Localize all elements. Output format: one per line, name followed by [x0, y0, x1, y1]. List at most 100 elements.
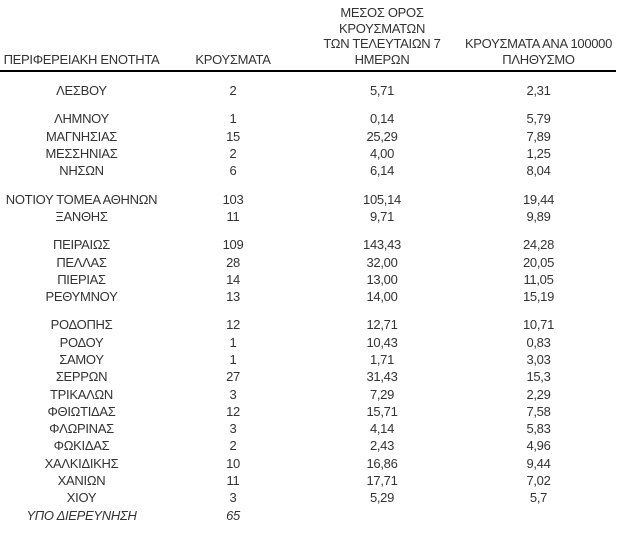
- table-row: ΡΟΔΟΥ 1 10,43 0,83: [0, 334, 616, 351]
- avg7-cell: 13,00: [366, 271, 398, 287]
- region-name-cell: ΧΑΛΚΙΔΙΚΗΣ: [44, 455, 119, 471]
- table-group: ΡΟΔΟΠΗΣ 12 12,71 10,71 ΡΟΔΟΥ 1 10,43 0,83 ΣΑΜΟΥ 1…: [0, 316, 616, 524]
- avg7-cell: 7,29: [369, 386, 395, 402]
- header-region-column: ΠΕΡΙΦΕΡΕΙΑΚΗ ΕΝΟΤΗΤΑ: [0, 52, 163, 68]
- cases-cell: 12: [226, 403, 240, 419]
- cases-cell: 109: [222, 237, 244, 253]
- region-name-cell: ΦΘΙΩΤΙΔΑΣ: [47, 403, 116, 419]
- cases-cell: 27: [226, 369, 240, 385]
- per100k-cell: 5,83: [526, 421, 551, 437]
- avg7-cell: 4,14: [369, 421, 395, 437]
- region-name-cell: ΦΩΚΙΔΑΣ: [53, 438, 110, 454]
- table-row: ΞΑΝΘΗΣ 11 9,71 9,89: [0, 208, 616, 225]
- avg7-cell: 5,29: [369, 490, 395, 506]
- per100k-cell: 15,3: [526, 369, 551, 385]
- cases-cell: 2: [229, 438, 237, 454]
- report-table: ΠΕΡΙΦΕΡΕΙΑΚΗ ΕΝΟΤΗΤΑ ΚΡΟΥΣΜΑΤΑ ΜΕΣΟΣ ΟΡΟ…: [0, 0, 616, 524]
- cases-cell: 10: [226, 455, 240, 471]
- table-group: ΛΗΜΝΟΥ 1 0,14 5,79 ΜΑΓΝΗΣΙΑΣ 15 25,29 7,89 ΜΕΣΣΗ…: [0, 110, 616, 179]
- region-name-cell: ΛΕΣΒΟΥ: [56, 83, 107, 99]
- region-name-cell: ΡΟΔΟΠΗΣ: [50, 317, 113, 333]
- header-per100k-line2: ΠΛΗΘΥΣΜΟ: [502, 51, 575, 67]
- table-row: ΧΑΛΚΙΔΙΚΗΣ 10 16,86 9,44: [0, 455, 616, 472]
- region-name-cell: ΜΕΣΣΗΝΙΑΣ: [45, 146, 118, 162]
- header-per100k-line1: ΚΡΟΥΣΜΑΤΑ ΑΝΑ 100000: [464, 36, 613, 51]
- table-row: ΦΩΚΙΔΑΣ 2 2,43 4,96: [0, 437, 616, 454]
- table-row: ΣΕΡΡΩΝ 27 31,43 15,3: [0, 368, 616, 385]
- per100k-cell: 5,79: [526, 111, 551, 127]
- region-name-cell: ΛΗΜΝΟΥ: [54, 111, 109, 127]
- table-row: ΡΕΘΥΜΝΟΥ 13 14,00 15,19: [0, 288, 616, 305]
- per100k-cell: 3,03: [526, 352, 551, 367]
- header-cases-column: ΚΡΟΥΣΜΑΤΑ: [163, 52, 303, 68]
- avg7-cell: 6,14: [369, 163, 395, 179]
- region-name-cell: ΦΛΩΡΙΝΑΣ: [49, 421, 114, 437]
- avg7-cell: 9,71: [369, 208, 395, 224]
- region-name-cell: ΡΟΔΟΥ: [59, 334, 104, 350]
- header-avg7-line2: ΤΩΝ ΤΕΛΕΥΤΑΙΩΝ 7: [323, 36, 441, 51]
- table-row: ΠΕΙΡΑΙΩΣ 109 143,43 24,28: [0, 236, 616, 253]
- avg7-cell: 14,00: [366, 289, 398, 305]
- table-row: ΥΠΟ ΔΙΕΡΕΥΝΗΣΗ 65: [0, 507, 616, 524]
- per100k-cell: 15,19: [522, 289, 555, 305]
- header-region-label: ΠΕΡΙΦΕΡΕΙΑΚΗ ΕΝΟΤΗΤΑ: [3, 51, 160, 67]
- region-name-cell: ΣΕΡΡΩΝ: [55, 369, 108, 385]
- cases-cell: 3: [229, 490, 237, 506]
- avg7-cell: 1,71: [369, 352, 395, 367]
- avg7-cell: 16,86: [366, 455, 398, 471]
- region-name-cell: ΜΑΓΝΗΣΙΑΣ: [45, 128, 118, 144]
- table-row: ΠΕΛΛΑΣ 28 32,00 20,05: [0, 253, 616, 270]
- avg7-cell: 31,43: [366, 369, 398, 385]
- header-avg7-column: ΜΕΣΟΣ ΟΡΟΣ ΚΡΟΥΣΜΑΤΩΝ ΤΩΝ ΤΕΛΕΥΤΑΙΩΝ 7 Η…: [303, 5, 461, 67]
- region-name-cell: ΠΕΙΡΑΙΩΣ: [52, 237, 110, 253]
- avg7-cell: 143,43: [363, 237, 401, 253]
- header-per100k-column: ΚΡΟΥΣΜΑΤΑ ΑΝΑ 100000 ΠΛΗΘΥΣΜΟ: [461, 36, 616, 67]
- region-name-cell: ΠΕΛΛΑΣ: [56, 254, 107, 270]
- per100k-cell: 7,02: [526, 473, 551, 489]
- cases-cell: 15: [226, 128, 240, 144]
- cases-cell: 3: [229, 386, 237, 402]
- table-row: ΝΟΤΙΟΥ ΤΟΜΕΑ ΑΘΗΝΩΝ 103 105,14 19,44: [0, 190, 616, 207]
- per100k-cell: 2,31: [526, 83, 551, 99]
- per100k-cell: 10,71: [522, 317, 555, 333]
- per100k-cell: 2,29: [526, 386, 551, 402]
- table-group: ΛΕΣΒΟΥ 2 5,71 2,31: [0, 82, 616, 99]
- per100k-cell: 9,44: [526, 455, 551, 471]
- avg7-cell: 32,00: [366, 254, 398, 270]
- cases-cell: 11: [226, 473, 240, 489]
- cases-cell: 12: [226, 317, 240, 333]
- avg7-cell: 105,14: [363, 191, 401, 207]
- table-row: ΤΡΙΚΑΛΩΝ 3 7,29 2,29: [0, 385, 616, 402]
- table-row: ΛΕΣΒΟΥ 2 5,71 2,31: [0, 82, 616, 99]
- cases-cell: 3: [229, 421, 237, 437]
- table-header: ΠΕΡΙΦΕΡΕΙΑΚΗ ΕΝΟΤΗΤΑ ΚΡΟΥΣΜΑΤΑ ΜΕΣΟΣ ΟΡΟ…: [0, 0, 616, 72]
- per100k-cell: 8,04: [526, 163, 551, 179]
- avg7-cell: 17,71: [366, 473, 398, 489]
- region-name-cell: ΝΗΣΩΝ: [59, 163, 104, 179]
- avg7-cell: 0,14: [369, 111, 395, 127]
- avg7-cell: 12,71: [366, 317, 398, 333]
- table-row: ΛΗΜΝΟΥ 1 0,14 5,79: [0, 110, 616, 127]
- region-name-cell: ΥΠΟ ΔΙΕΡΕΥΝΗΣΗ: [26, 507, 137, 523]
- cases-cell: 28: [226, 254, 240, 270]
- avg7-cell: 10,43: [366, 334, 398, 350]
- per100k-cell: 20,05: [522, 254, 555, 270]
- region-name-cell: ΠΙΕΡΙΑΣ: [57, 271, 106, 287]
- per100k-cell: 7,89: [526, 128, 551, 144]
- cases-cell: 103: [222, 191, 244, 207]
- region-name-cell: ΞΑΝΘΗΣ: [55, 208, 108, 224]
- table-row: ΧΑΝΙΩΝ 11 17,71 7,02: [0, 472, 616, 489]
- table-row: ΠΙΕΡΙΑΣ 14 13,00 11,05: [0, 271, 616, 288]
- per100k-cell: 4,96: [526, 438, 551, 454]
- region-name-cell: ΧΑΝΙΩΝ: [57, 473, 106, 489]
- table-group: ΠΕΙΡΑΙΩΣ 109 143,43 24,28 ΠΕΛΛΑΣ 28 32,00 20,05…: [0, 236, 616, 305]
- region-name-cell: ΝΟΤΙΟΥ ΤΟΜΕΑ ΑΘΗΝΩΝ: [5, 191, 158, 207]
- avg7-cell: 4,00: [369, 146, 395, 162]
- header-avg7-line1: ΜΕΣΟΣ ΟΡΟΣ ΚΡΟΥΣΜΑΤΩΝ: [338, 5, 426, 36]
- per100k-cell: 5,7: [529, 490, 548, 506]
- region-name-cell: ΧΙΟΥ: [66, 490, 97, 506]
- per100k-cell: 11,05: [523, 271, 554, 287]
- cases-cell: 1: [229, 352, 237, 367]
- cases-cell: 13: [226, 289, 240, 305]
- table-row: ΦΘΙΩΤΙΔΑΣ 12 15,71 7,58: [0, 403, 616, 420]
